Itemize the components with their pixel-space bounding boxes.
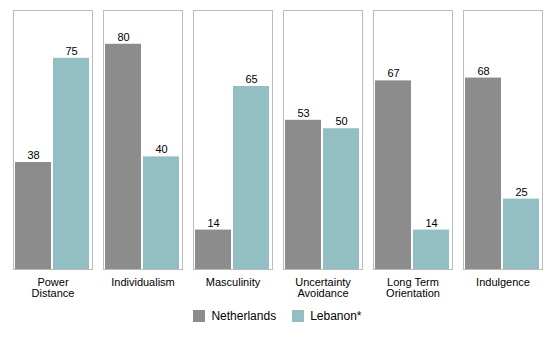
svg-text:68: 68 [477, 65, 489, 77]
svg-text:80: 80 [117, 31, 129, 43]
svg-text:Long TermOrientation: Long TermOrientation [386, 276, 440, 299]
svg-text:38: 38 [27, 149, 39, 161]
svg-text:75: 75 [65, 45, 77, 57]
html-text:Netherlands: Netherlands [211, 309, 277, 323]
svg-text:40: 40 [155, 143, 167, 155]
svg-text:50: 50 [335, 115, 347, 127]
svg-text:67: 67 [387, 67, 399, 79]
svg-text:Masculinity: Masculinity [206, 276, 261, 288]
svg-text:65: 65 [245, 73, 257, 85]
svg-text:Indulgence: Indulgence [476, 276, 530, 288]
svg-text:14: 14 [207, 217, 219, 229]
svg-text:UncertaintyAvoidance: UncertaintyAvoidance [295, 276, 351, 299]
svg-text:Individualism: Individualism [111, 276, 175, 288]
html-text:Lebanon*: Lebanon* [310, 309, 362, 323]
svg-text:53: 53 [297, 107, 309, 119]
svg-text:25: 25 [515, 186, 527, 198]
svg-text:PowerDistance: PowerDistance [32, 276, 75, 299]
svg-text:14: 14 [425, 217, 437, 229]
